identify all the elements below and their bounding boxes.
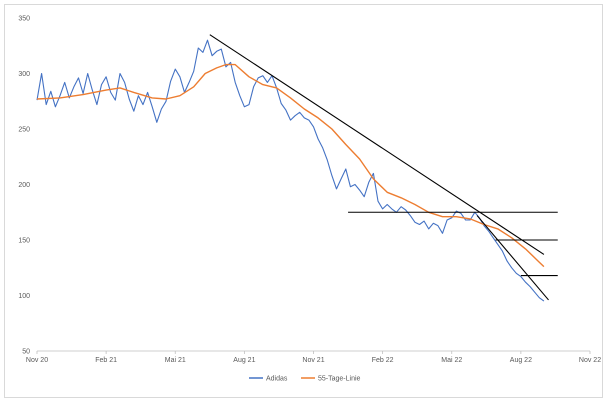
legend-label-adidas: Adidas bbox=[266, 376, 288, 383]
legend: Adidas 55-Tage-Linie bbox=[249, 376, 361, 383]
series-line-55-tage-linie bbox=[36, 63, 545, 268]
chart-frame bbox=[4, 4, 603, 398]
x-tick-label: Mai 22 bbox=[441, 357, 462, 364]
x-tick-label: Aug 22 bbox=[510, 357, 532, 364]
x-tick-label: Nov 20 bbox=[26, 357, 48, 364]
y-tick-label: 300 bbox=[18, 71, 30, 78]
x-tick-label: Feb 22 bbox=[372, 357, 394, 364]
y-axis: 50 100 150 200 250 300 350 bbox=[18, 16, 30, 356]
y-tick-label: 150 bbox=[18, 238, 30, 245]
x-tick-label: Aug 21 bbox=[233, 357, 255, 364]
y-tick-label: 50 bbox=[22, 349, 30, 356]
trendline-layer bbox=[209, 34, 558, 301]
x-axis: Nov 20 Feb 21 Mai 21 Aug 21 Nov 21 Feb 22 Mai … bbox=[26, 351, 601, 364]
y-tick-label: 100 bbox=[18, 293, 30, 300]
y-tick-label: 250 bbox=[18, 127, 30, 134]
x-tick-label: Mai 21 bbox=[165, 357, 186, 364]
trendline-1 bbox=[209, 34, 545, 255]
x-tick-label: Feb 21 bbox=[95, 357, 117, 364]
legend-label-55-tage-linie: 55-Tage-Linie bbox=[318, 376, 361, 383]
x-tick-label: Nov 21 bbox=[302, 357, 324, 364]
trendline-2 bbox=[476, 215, 549, 301]
y-tick-label: 350 bbox=[18, 16, 30, 23]
y-tick-label: 200 bbox=[18, 182, 30, 189]
x-tick-label: Nov 22 bbox=[579, 357, 601, 364]
